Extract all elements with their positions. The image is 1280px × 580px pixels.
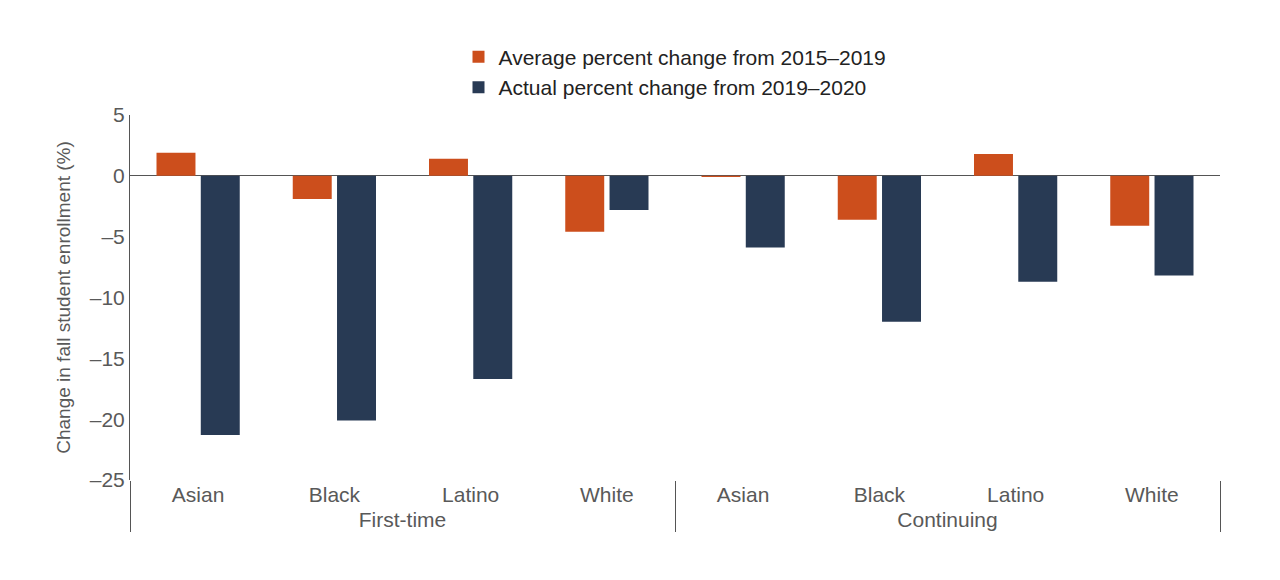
svg-text:First-time: First-time [359,508,447,531]
svg-text:Average percent change from 20: Average percent change from 2015–2019 [499,46,886,69]
svg-text:Black: Black [854,483,906,506]
svg-text:–5: –5 [101,225,124,248]
svg-text:Asian: Asian [172,483,225,506]
svg-text:0: 0 [113,164,125,187]
svg-text:Change in fall student enrollm: Change in fall student enrollment (%) [53,141,74,454]
svg-text:Asian: Asian [717,483,770,506]
svg-text:5: 5 [113,103,125,126]
svg-text:Black: Black [309,483,361,506]
svg-text:–25: –25 [90,468,125,491]
svg-text:–10: –10 [90,286,125,309]
svg-text:Continuing: Continuing [897,508,997,531]
svg-text:White: White [1125,483,1179,506]
svg-text:Latino: Latino [442,483,499,506]
svg-text:Actual percent change from 201: Actual percent change from 2019–2020 [499,76,867,99]
svg-text:White: White [580,483,634,506]
svg-text:Latino: Latino [987,483,1044,506]
svg-text:–20: –20 [90,408,125,431]
svg-text:–15: –15 [90,347,125,370]
